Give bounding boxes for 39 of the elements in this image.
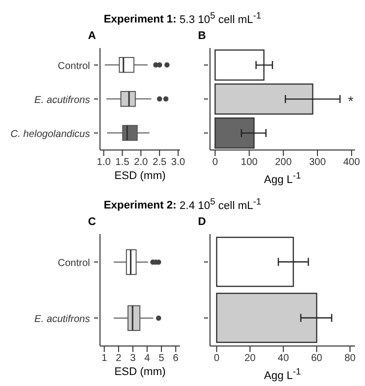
x-tick-label: 20 (244, 353, 256, 364)
x-axis-title: ESD (mm) (114, 170, 166, 182)
x-tick-label: 6 (172, 353, 179, 364)
x-tick-label: 1 (102, 353, 108, 364)
x-tick-label: 80 (344, 353, 356, 364)
x-tick-label: 200 (275, 157, 292, 168)
y-tick-label: Control (58, 61, 90, 72)
chart-title: Experiment 1: 5.3 10$^{5}$ cell mL$^{-1}$ (104, 10, 262, 26)
x-tick-label: 3.0 (171, 157, 186, 168)
x-tick-label: 3 (130, 353, 136, 364)
chart-subtitle: B (198, 30, 206, 42)
x-axis-title: Agg L$^{-1}$ (264, 366, 301, 382)
x-tick-label: 0 (212, 157, 218, 168)
x-tick-label: 100 (240, 157, 258, 168)
x-tick-label: 1.0 (96, 157, 112, 168)
x-tick-label: 4 (144, 353, 150, 364)
bar (214, 49, 265, 81)
chart-subtitle: D (198, 216, 206, 228)
y-tick-label: Control (58, 258, 90, 269)
x-axis-title: ESD (mm) (114, 366, 166, 378)
x-tick-label: 2.0 (134, 157, 148, 168)
y-tick-label: C. helogolandicus (10, 129, 90, 140)
x-axis-title: Agg L$^{-1}$ (264, 170, 301, 186)
x-tick-label: 2.5 (152, 157, 167, 168)
x-tick-label: 300 (309, 157, 326, 168)
x-tick-label: 60 (311, 353, 323, 364)
bar (214, 83, 314, 115)
x-tick-label: 0 (214, 353, 220, 364)
x-tick-label: 400 (343, 157, 360, 168)
y-tick-label: E. acutifrons (34, 95, 90, 106)
y-tick-label: E. acutifrons (34, 314, 90, 325)
chart-subtitle: C (88, 216, 96, 228)
x-tick-label: 1.5 (115, 157, 130, 168)
x-tick-label: 2 (116, 353, 122, 364)
x-tick-label: 5 (158, 353, 165, 364)
chart-title: Experiment 2: 2.4 10$^{5}$ cell mL$^{-1}$ (104, 196, 262, 212)
chart-subtitle: A (88, 30, 96, 42)
x-tick-label: 40 (278, 353, 290, 364)
annotation: * (348, 93, 354, 110)
